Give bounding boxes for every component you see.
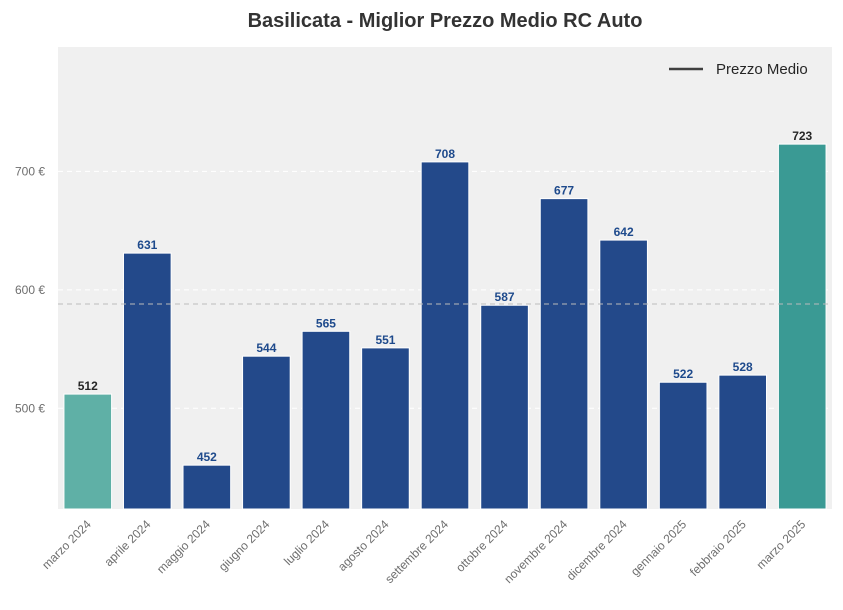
- bar: [242, 355, 291, 510]
- x-tick-label: marzo 2024: [39, 517, 94, 572]
- x-tick-label: dicembre 2024: [564, 517, 630, 583]
- bar-value-label: 565: [316, 316, 336, 330]
- bar: [777, 143, 827, 510]
- y-axis: 500 € 600 € 700 €: [15, 164, 45, 415]
- y-tick-label: 700 €: [15, 164, 45, 178]
- legend: Prezzo Medio: [669, 61, 808, 78]
- x-tick-label: gennaio 2025: [628, 517, 690, 579]
- y-tick-label: 500 €: [15, 401, 45, 415]
- bar: [539, 198, 589, 510]
- bar: [599, 239, 648, 510]
- bar: [718, 374, 768, 510]
- bar-value-label: 708: [435, 147, 455, 161]
- bar: [361, 347, 410, 510]
- bar-value-label: 723: [792, 129, 812, 143]
- bar-value-label: 544: [256, 341, 276, 355]
- chart-title: Basilicata - Miglior Prezzo Medio RC Aut…: [248, 10, 643, 32]
- bar-value-label: 512: [78, 379, 98, 393]
- x-tick-label: luglio 2024: [281, 517, 332, 568]
- bar: [182, 464, 232, 510]
- x-tick-label: agosto 2024: [335, 517, 392, 574]
- bar: [480, 304, 529, 510]
- x-tick-label: giugno 2024: [216, 517, 273, 574]
- bar: [63, 393, 113, 510]
- bar: [301, 330, 351, 510]
- bar-value-label: 642: [614, 225, 634, 239]
- bar-value-label: 631: [137, 238, 157, 252]
- x-tick-label: novembre 2024: [501, 517, 570, 586]
- x-tick-label: maggio 2024: [154, 517, 213, 576]
- x-tick-label: aprile 2024: [102, 517, 154, 569]
- y-tick-label: 600 €: [15, 283, 45, 297]
- bar-value-label: 522: [673, 367, 693, 381]
- bar: [420, 161, 470, 510]
- x-tick-label: marzo 2025: [754, 517, 809, 572]
- bar: [658, 381, 708, 510]
- bar-value-label: 528: [733, 360, 753, 374]
- bar-value-label: 551: [375, 333, 395, 347]
- x-axis: marzo 2024 aprile 2024 maggio 2024 giugno 2…: [39, 517, 808, 586]
- x-tick-label: settembre 2024: [382, 517, 451, 586]
- bar-value-label: 677: [554, 184, 574, 198]
- bar: [122, 252, 172, 510]
- bars: [63, 143, 827, 510]
- x-tick-label: ottobre 2024: [453, 517, 511, 575]
- x-tick-label: febbraio 2025: [687, 517, 749, 579]
- bar-labels: 512 631 452 544 565 551 708 587 677 642 522 528 723: [78, 129, 813, 464]
- bar-value-label: 452: [197, 450, 217, 464]
- legend-entry-prezzo-medio: Prezzo Medio: [716, 61, 808, 78]
- bar-value-label: 587: [495, 290, 515, 304]
